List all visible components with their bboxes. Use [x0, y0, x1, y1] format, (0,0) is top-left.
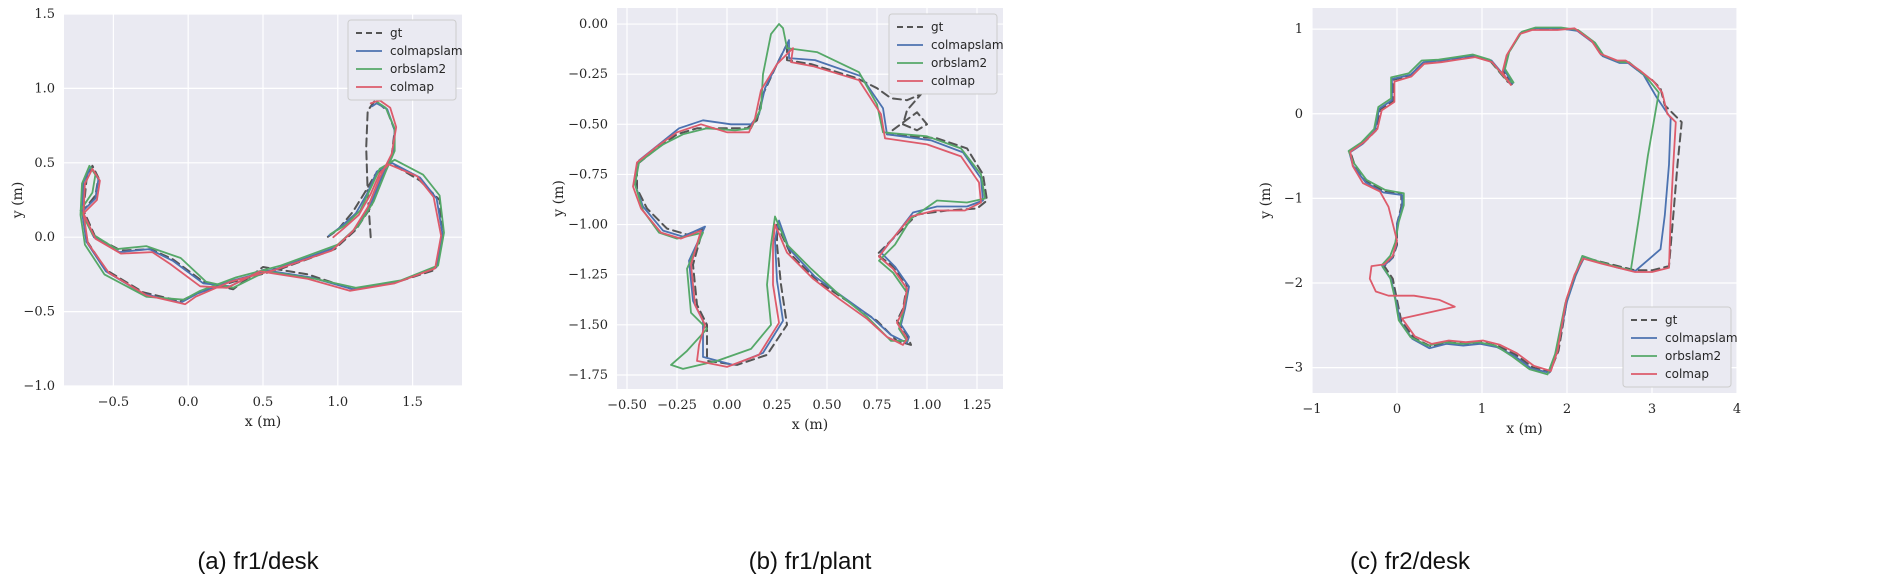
legend-label-colmap: colmap — [1665, 367, 1709, 381]
legend-box — [1622, 306, 1732, 388]
y-tick-label: −2 — [1284, 276, 1303, 291]
y-tick-label: 0.00 — [579, 17, 608, 32]
y-axis-label: y (m) — [551, 180, 567, 218]
caption-c: (c) fr2/desk — [1349, 548, 1471, 575]
x-tick-label: −0.5 — [98, 395, 130, 410]
y-tick-label: −3 — [1284, 361, 1303, 376]
legend-label-gt: gt — [390, 26, 403, 40]
x-tick-label: 0.75 — [863, 398, 892, 413]
y-axis-label: y (m) — [10, 182, 26, 220]
trajectory-chart-fr1-plant: −0.50 −0.25 0.00 0.25 0.50 0.75 1.00 1.25 0.00 −0… — [551, 8, 1004, 433]
x-tick-label: 1.5 — [402, 395, 423, 410]
trajectory-chart-fr2-desk: −1 0 1 2 3 4 1 0 −1 −2 −3 x (m) y (m) gt colmapslam orb… — [1258, 8, 1741, 437]
caption-a: (a) fr1/desk — [197, 548, 319, 575]
series-group — [79, 99, 445, 306]
x-tick-label: −0.25 — [657, 398, 697, 413]
legend-label-colmapslam: colmapslam — [390, 44, 463, 58]
legend-box — [888, 13, 998, 95]
x-tick-label: 0.0 — [178, 395, 199, 410]
y-tick-label: −0.75 — [568, 167, 608, 182]
x-tick-label: 2 — [1563, 402, 1571, 417]
x-tick-label: 3 — [1648, 402, 1656, 417]
legend-label-orbslam2: orbslam2 — [931, 56, 987, 70]
series-line-colmap — [1349, 27, 1677, 372]
panel-c: −1 0 1 2 3 4 1 0 −1 −2 −3 x (m) y (m) gt colmapslam orb… — [1220, 0, 1882, 440]
y-tick-label: −1 — [1284, 191, 1303, 206]
legend-label-colmap: colmap — [390, 80, 434, 94]
y-tick-label: 1.0 — [34, 81, 55, 96]
series-line-orbslam2 — [634, 23, 986, 370]
x-tick-label: 1.25 — [963, 398, 992, 413]
panel-a: −0.5 0.0 0.5 1.0 1.5 −1.0 −0.5 0.0 0.5 1.0 1.5 x (m… — [0, 0, 560, 440]
trajectory-chart-fr1-desk: −0.5 0.0 0.5 1.0 1.5 −1.0 −0.5 0.0 0.5 1.0 1.5 x (m… — [10, 7, 463, 430]
series-group — [1347, 26, 1683, 376]
x-tick-label: 0.00 — [713, 398, 742, 413]
y-tick-label: 0.5 — [34, 156, 55, 171]
x-tick-label: 0.50 — [813, 398, 842, 413]
x-tick-label: 0 — [1393, 402, 1401, 417]
y-tick-label: −1.75 — [568, 368, 608, 383]
y-tick-label: −1.50 — [568, 318, 608, 333]
y-tick-label: 1.5 — [34, 7, 55, 22]
x-tick-label: 1.00 — [913, 398, 942, 413]
y-tick-label: −0.25 — [568, 67, 608, 82]
legend-label-orbslam2: orbslam2 — [390, 62, 446, 76]
legend-label-colmapslam: colmapslam — [931, 38, 1004, 52]
y-tick-label: 0.0 — [34, 230, 55, 245]
y-tick-label: −1.0 — [23, 379, 55, 394]
x-tick-label: −0.50 — [607, 398, 647, 413]
y-tick-label: −1.25 — [568, 268, 608, 283]
legend-label-colmap: colmap — [931, 74, 975, 88]
series-line-colmapslam — [81, 102, 444, 304]
x-tick-label: 1 — [1478, 402, 1486, 417]
series-group — [632, 23, 988, 370]
y-axis-label: y (m) — [1258, 182, 1274, 220]
legend-label-gt: gt — [1665, 313, 1678, 327]
y-tick-label: 0 — [1295, 107, 1303, 122]
legend-box — [347, 19, 457, 101]
y-tick-label: −0.50 — [568, 117, 608, 132]
legend-label-gt: gt — [931, 20, 944, 34]
x-tick-label: −1 — [1302, 402, 1321, 417]
x-tick-label: 1.0 — [327, 395, 348, 410]
x-tick-label: 4 — [1733, 402, 1741, 417]
y-tick-label: 1 — [1295, 22, 1303, 37]
legend-label-colmapslam: colmapslam — [1665, 331, 1738, 345]
y-tick-label: −0.5 — [23, 305, 55, 320]
caption-b: (b) fr1/plant — [748, 548, 872, 575]
x-tick-label: 0.5 — [253, 395, 274, 410]
legend-label-orbslam2: orbslam2 — [1665, 349, 1721, 363]
series-line-colmap — [82, 99, 443, 306]
series-line-colmap — [632, 47, 982, 368]
x-axis-label: x (m) — [1506, 421, 1543, 437]
x-axis-label: x (m) — [245, 414, 282, 430]
x-tick-label: 0.25 — [763, 398, 792, 413]
panel-b: −0.50 −0.25 0.00 0.25 0.50 0.75 1.00 1.25 0.00 −0… — [551, 0, 1220, 440]
y-tick-label: −1.00 — [568, 218, 608, 233]
x-axis-label: x (m) — [792, 417, 829, 433]
